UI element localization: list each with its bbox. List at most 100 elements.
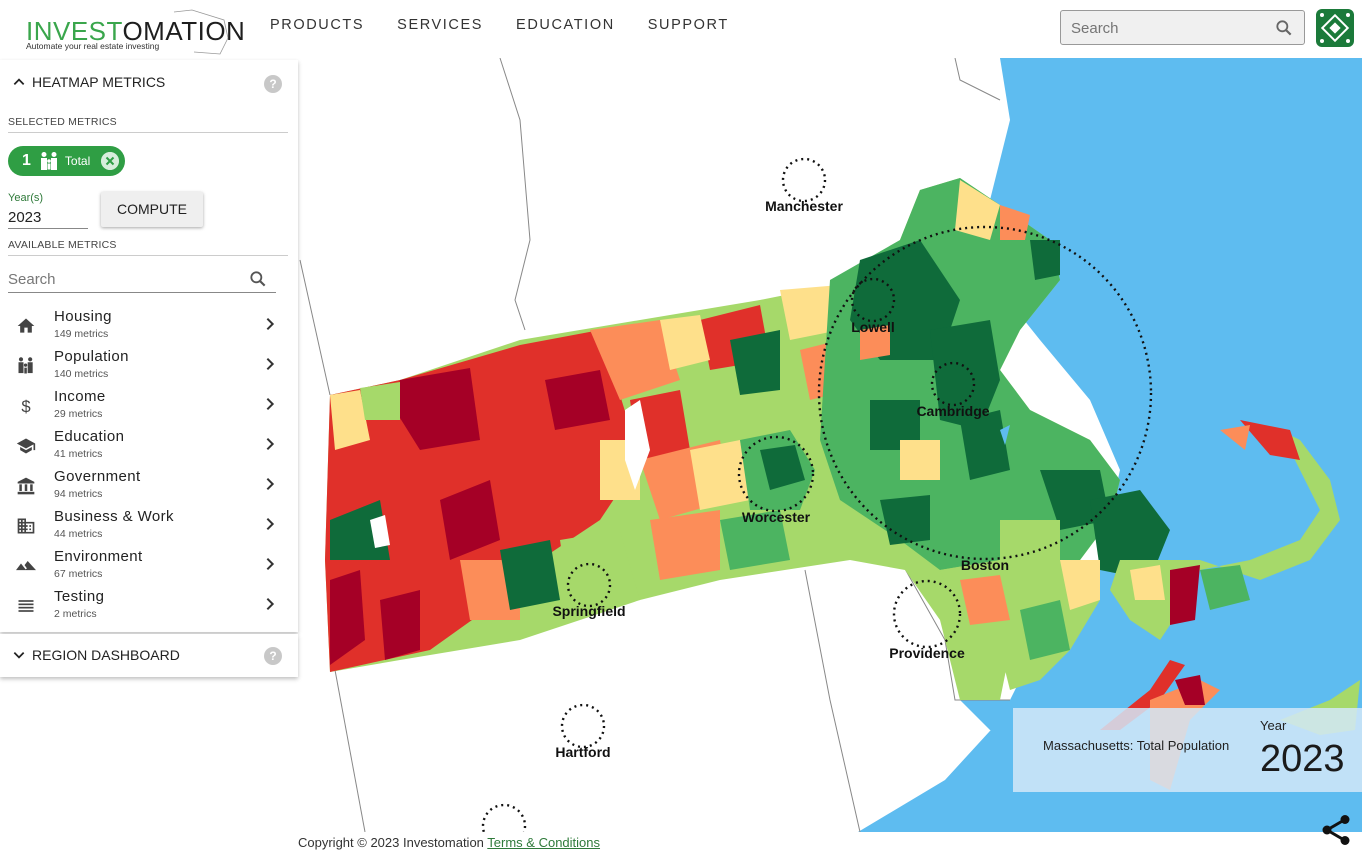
- city-label-springfield: Springfield: [552, 603, 625, 619]
- logo-tagline: Automate your real estate investing: [26, 41, 160, 51]
- chevron-right-icon: [266, 477, 275, 491]
- category-environment[interactable]: Environment 67 metrics: [0, 548, 298, 588]
- springfield-marker[interactable]: [566, 562, 612, 608]
- nav-services[interactable]: SERVICES: [397, 17, 484, 33]
- legend-year-label: Year: [1260, 718, 1287, 733]
- category-name: Housing: [54, 308, 112, 325]
- nav-support[interactable]: SUPPORT: [647, 17, 729, 33]
- marthas-vineyard[interactable]: [1100, 660, 1185, 730]
- metrics-search-placeholder: Search: [8, 271, 56, 288]
- category-count: 67 metrics: [54, 568, 103, 580]
- category-business-work[interactable]: Business & Work 44 metrics: [0, 508, 298, 548]
- list-icon: [18, 600, 34, 612]
- category-government[interactable]: Government 94 metrics: [0, 468, 298, 508]
- search-icon[interactable]: [248, 269, 268, 289]
- region-dashboard-title: REGION DASHBOARD: [32, 647, 180, 663]
- chip-label: Total: [64, 154, 91, 168]
- help-icon[interactable]: ?: [264, 75, 282, 93]
- logo-outline-icon: [173, 9, 229, 55]
- top-header: INVESTOMATION Automate your real estate …: [0, 0, 1362, 58]
- terrain-icon: [16, 561, 36, 571]
- nav-products[interactable]: PRODUCTS: [270, 17, 365, 33]
- logo-wordmark: INVESTOMATION: [26, 16, 245, 47]
- city-label-boston: Boston: [961, 557, 1009, 573]
- heatmap-metrics-panel: HEATMAP METRICS ? SELECTED METRICS 1 Tot…: [0, 60, 298, 632]
- main-nav: PRODUCTS SERVICES EDUCATION SUPPORT: [270, 17, 762, 33]
- category-population[interactable]: Population 140 metrics: [0, 348, 298, 388]
- home-icon: [17, 318, 35, 333]
- chevron-right-icon: [266, 557, 275, 571]
- heatmap-metrics-header[interactable]: HEATMAP METRICS: [12, 74, 165, 90]
- header-search-input[interactable]: [1071, 18, 1261, 38]
- category-education[interactable]: Education 41 metrics: [0, 428, 298, 468]
- investomation-logo[interactable]: INVESTOMATION Automate your real estate …: [24, 8, 245, 56]
- chevron-down-icon: [13, 652, 25, 659]
- hartford-marker[interactable]: [560, 703, 606, 749]
- legend-year-value: 2023: [1260, 738, 1345, 780]
- category-count: 140 metrics: [54, 368, 109, 380]
- category-count: 149 metrics: [54, 328, 109, 340]
- selected-metrics-label: SELECTED METRICS: [8, 116, 117, 128]
- category-count: 29 metrics: [54, 408, 103, 420]
- city-label-providence: Providence: [889, 645, 965, 661]
- ocean-area: [858, 58, 1362, 832]
- heatmap-metrics-title: HEATMAP METRICS: [32, 74, 166, 90]
- people-icon: [40, 152, 57, 170]
- business-icon: [17, 518, 35, 534]
- category-count: 2 metrics: [54, 608, 97, 620]
- category-name: Business & Work: [54, 508, 174, 525]
- category-name: Government: [54, 468, 141, 485]
- category-testing[interactable]: Testing 2 metrics: [0, 588, 298, 628]
- legend-title: Massachusetts: Total Population: [1043, 738, 1230, 753]
- help-icon[interactable]: ?: [264, 647, 282, 665]
- dollar-icon: $: [21, 397, 30, 416]
- city-markers: [481, 157, 1153, 832]
- chevron-right-icon: [266, 437, 275, 451]
- svg-text:$: $: [21, 397, 30, 416]
- divider: [8, 255, 288, 256]
- available-metrics-label: AVAILABLE METRICS: [8, 239, 117, 251]
- metrics-search-input[interactable]: Search: [8, 268, 276, 293]
- providence-marker[interactable]: [892, 579, 962, 649]
- avatar[interactable]: [1316, 9, 1354, 47]
- compute-button[interactable]: COMPUTE: [101, 192, 203, 227]
- new-haven-marker[interactable]: [481, 803, 527, 832]
- city-label-worcester: Worcester: [742, 509, 811, 525]
- remove-chip-icon[interactable]: [101, 152, 119, 170]
- region-dashboard-header[interactable]: REGION DASHBOARD: [12, 647, 180, 663]
- city-label-cambridge: Cambridge: [916, 403, 989, 419]
- category-income[interactable]: $ Income 29 metrics: [0, 388, 298, 428]
- city-label-lowell: Lowell: [851, 319, 895, 335]
- category-name: Testing: [54, 588, 105, 605]
- chevron-up-icon: [13, 78, 25, 85]
- terms-link[interactable]: Terms & Conditions: [487, 835, 601, 850]
- people-icon: [18, 357, 33, 374]
- region-dashboard-panel[interactable]: REGION DASHBOARD ?: [0, 634, 298, 677]
- footer: Copyright © 2023 Investomation Terms & C…: [298, 835, 600, 850]
- category-name: Population: [54, 348, 129, 365]
- divider: [8, 132, 288, 133]
- massachusetts-regions[interactable]: [325, 178, 1360, 790]
- manchester-marker[interactable]: [781, 157, 827, 203]
- city-label-hartford: Hartford: [555, 744, 610, 760]
- selected-metric-chip[interactable]: 1 Total: [8, 146, 125, 176]
- category-count: 44 metrics: [54, 528, 103, 540]
- share-icon[interactable]: [1318, 812, 1354, 848]
- category-name: Education: [54, 428, 125, 445]
- copyright-text: Copyright © 2023 Investomation: [298, 835, 484, 850]
- heatmap-map[interactable]: Manchester Lowell Cambridge Worcester Bo…: [298, 58, 1362, 832]
- map-legend: Massachusetts: Total Population Year 202…: [1013, 708, 1362, 792]
- search-icon[interactable]: [1274, 18, 1294, 38]
- chevron-right-icon: [266, 597, 275, 611]
- city-label-manchester: Manchester: [765, 198, 843, 214]
- boston-marker[interactable]: [817, 225, 1153, 561]
- chip-number: 1: [22, 152, 31, 169]
- government-icon: [17, 477, 35, 495]
- nav-education[interactable]: EDUCATION: [516, 17, 615, 33]
- map-canvas[interactable]: Manchester Lowell Cambridge Worcester Bo…: [298, 58, 1362, 832]
- lowell-marker[interactable]: [850, 277, 896, 323]
- year-input[interactable]: 2023: [8, 209, 88, 229]
- cambridge-marker[interactable]: [930, 361, 976, 407]
- worcester-marker[interactable]: [737, 435, 815, 513]
- category-housing[interactable]: Housing 149 metrics: [0, 308, 298, 348]
